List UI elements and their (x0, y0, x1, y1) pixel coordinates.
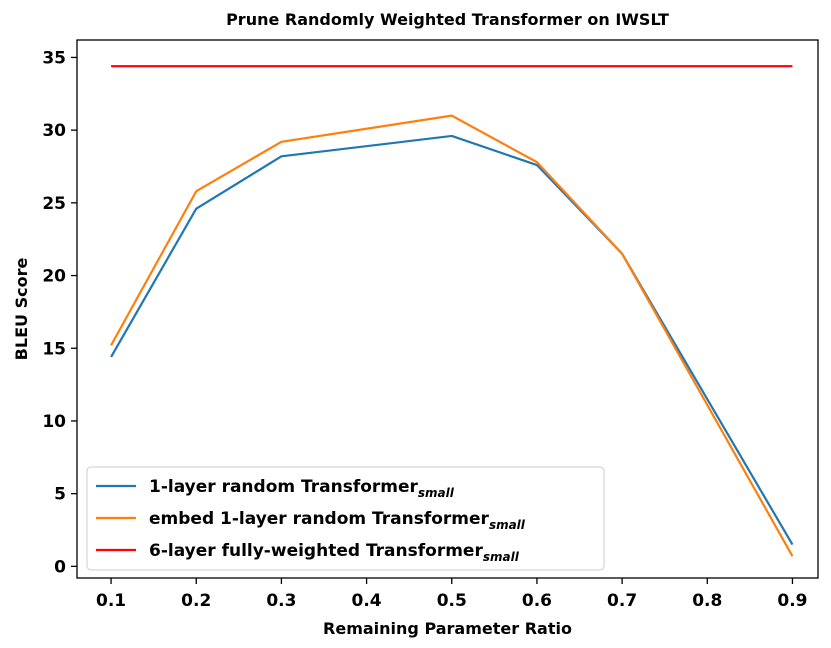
plot-frame (76, 39, 819, 579)
x-tick-label: 0.5 (437, 591, 467, 611)
legend-label-name: 6-layer fully-weighted Transformer (149, 541, 483, 561)
x-tick-label: 0.1 (96, 591, 126, 611)
y-tick-label: 5 (54, 485, 66, 505)
y-axis-label: BLEU Score (12, 258, 31, 361)
y-tick-label: 25 (42, 194, 66, 214)
legend-box (86, 466, 605, 571)
axes: 0.1 0.2 0.3 0.4 0.5 0.6 0.7 0.8 0.9 0 5 10 15 20 25 30 3… (42, 39, 819, 611)
y-tick-label: 15 (42, 339, 66, 359)
x-tick-label: 0.7 (607, 591, 637, 611)
legend-label-subscript: small (418, 486, 455, 500)
y-tick-label: 35 (42, 48, 66, 68)
chart-title: Prune Randomly Weighted Transformer on I… (226, 10, 669, 29)
legend-label: 6-layer fully-weighted Transformersmall (149, 541, 520, 564)
legend-label-subscript: small (483, 550, 520, 564)
x-tick-label: 0.8 (692, 591, 722, 611)
y-tick-label: 30 (42, 121, 66, 141)
y-tick-label: 0 (54, 557, 66, 577)
x-tick-label: 0.2 (181, 591, 211, 611)
y-tick-label: 10 (42, 412, 66, 432)
x-tick-label: 0.6 (522, 591, 552, 611)
legend-label-subscript: small (489, 518, 526, 532)
y-tick-label: 20 (42, 267, 66, 287)
x-tick-label: 0.9 (777, 591, 807, 611)
legend-label-name: embed 1-layer random Transformer (149, 509, 490, 529)
legend-label: embed 1-layer random Transformersmall (149, 509, 526, 532)
plot-area (110, 65, 794, 557)
x-tick-label: 0.3 (266, 591, 296, 611)
legend-label-name: 1-layer random Transformer (149, 477, 419, 497)
x-axis-label: Remaining Parameter Ratio (323, 619, 572, 638)
legend-label: 1-layer random Transformersmall (149, 477, 455, 500)
x-tick-label: 0.4 (352, 591, 382, 611)
